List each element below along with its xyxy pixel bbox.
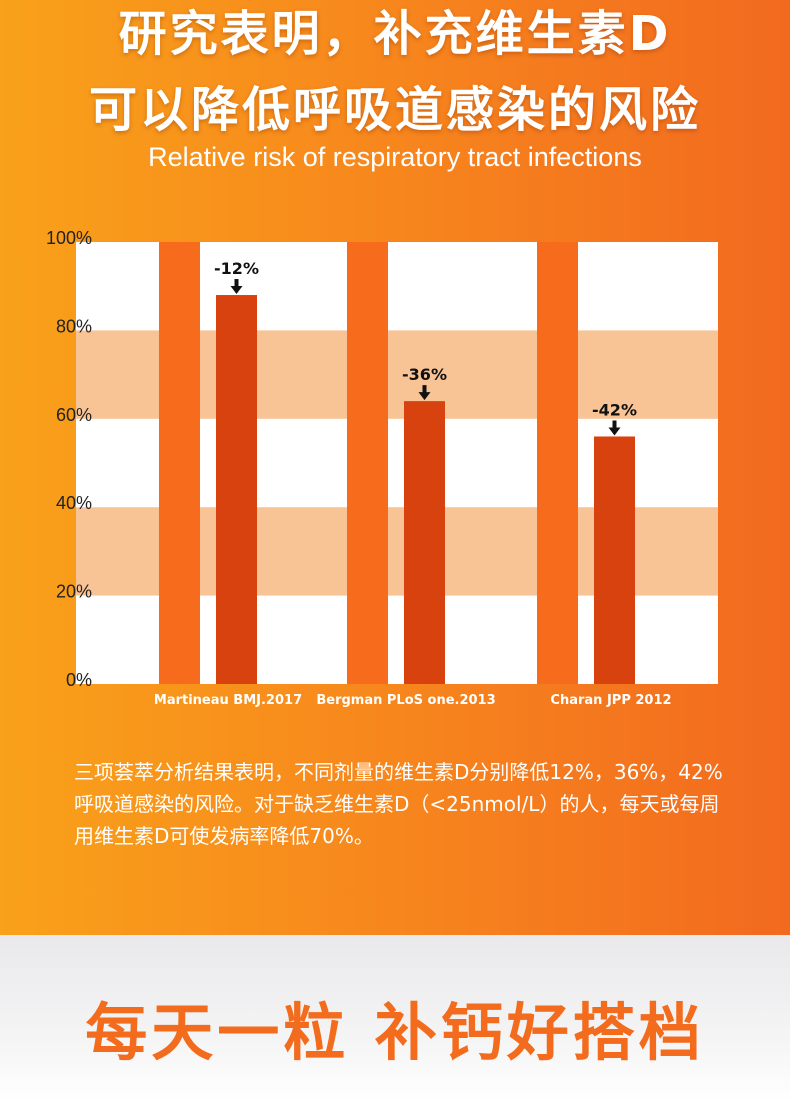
y-tick-label: 60%: [56, 405, 92, 425]
reduction-label-2: -36%: [402, 365, 447, 384]
reduction-label-1: -12%: [214, 259, 259, 278]
category-label-2: Bergman PLoS one.2013: [316, 693, 495, 708]
bar-chart: 0% 20% 40% 60% 80% 100% -12% Martineau BMJ.2017…: [45, 228, 718, 708]
vitamin-d-bar-1: [216, 295, 257, 684]
control-bar-3: [537, 242, 578, 684]
headline-line-2: 可以降低呼吸道感染的风险: [88, 82, 701, 138]
summary-text: 三项荟萃分析结果表明，不同剂量的维生素D分别降低12%，36%，42%呼吸道感染…: [74, 760, 723, 848]
footer-section: [0, 935, 790, 1102]
down-arrow-head-2: [418, 392, 431, 401]
chart-subtitle: Relative risk of respiratory tract infec…: [148, 142, 642, 172]
y-tick-label: 100%: [46, 228, 92, 248]
category-label-1: Martineau BMJ.2017: [154, 693, 302, 708]
control-bar-2: [347, 242, 388, 684]
y-tick-label: 80%: [56, 316, 92, 336]
headline-line-1: 研究表明，补充维生素D: [118, 6, 672, 62]
y-tick-label: 20%: [56, 582, 92, 602]
category-label-3: Charan JPP 2012: [550, 693, 671, 708]
down-arrow-head-3: [608, 427, 621, 436]
reduction-label-3: -42%: [592, 400, 637, 419]
summary-paragraph: 三项荟萃分析结果表明，不同剂量的维生素D分别降低12%，36%，42%呼吸道感染…: [74, 756, 734, 852]
down-arrow-head-1: [230, 286, 243, 295]
control-bar-1: [159, 242, 200, 684]
vitamin-d-bar-2: [404, 401, 445, 684]
y-tick-label: 0%: [66, 670, 92, 690]
slogan: 每天一粒 补钙好搭档: [85, 996, 705, 1069]
vitamin-d-bar-3: [594, 436, 635, 684]
y-tick-label: 40%: [56, 493, 92, 513]
